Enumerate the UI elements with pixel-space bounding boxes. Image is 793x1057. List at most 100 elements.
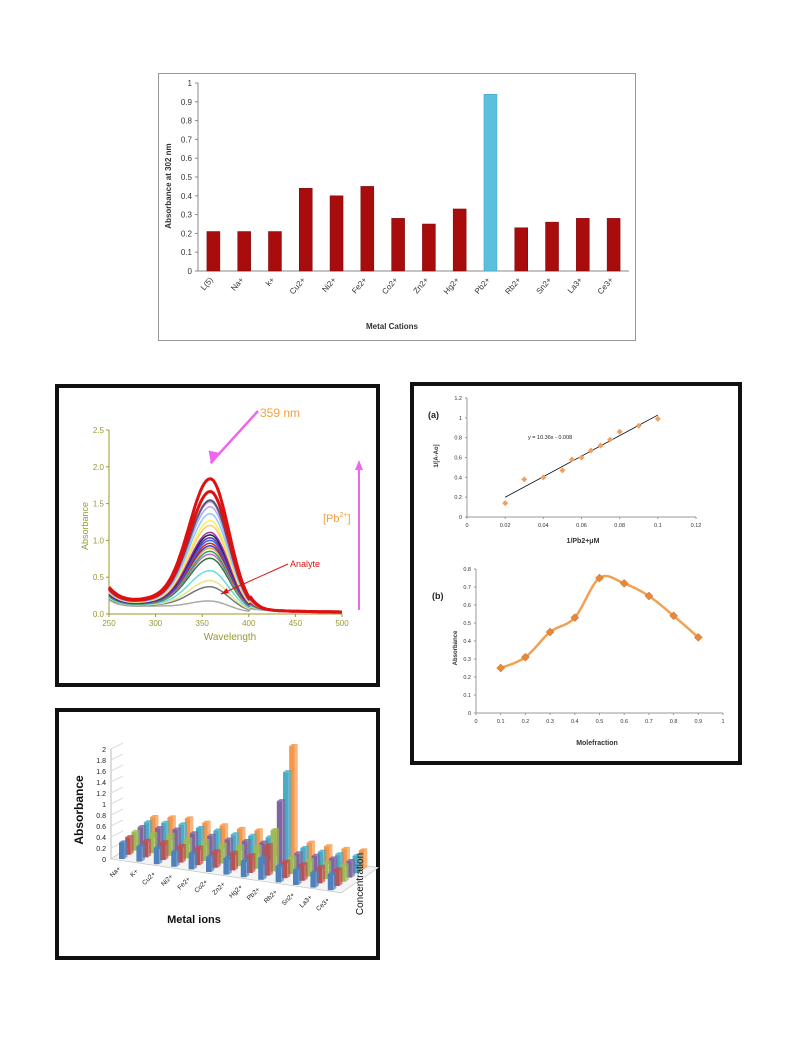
bar3d-x-tick-label: Cu2+ [141, 871, 157, 887]
bar3d-bar-top [281, 859, 291, 862]
bar-2 [268, 231, 282, 272]
bar3d-bar-s0-c9 [275, 863, 285, 883]
bar3d-bar-top [293, 867, 302, 870]
bar-10 [514, 227, 528, 272]
bar3d-bar-s0-c10 [293, 867, 302, 885]
bar3d-bar-front [327, 873, 334, 891]
bar3d-bar-front [188, 852, 195, 870]
job-point-6 [644, 591, 654, 601]
job-point-4 [595, 573, 604, 583]
bar3d-bar-front [131, 831, 137, 851]
bar3d-bar-front [237, 829, 243, 851]
bar3d-bar-top [219, 823, 229, 826]
bar3d-bar-top [358, 848, 368, 851]
bar3d-bar-top [148, 831, 158, 834]
bar3d-bar-top [289, 743, 298, 747]
bar3d-bar-top [264, 843, 273, 846]
bar-x-tick-label: Pb2+ [473, 275, 492, 296]
bar3d-bar-top [283, 770, 292, 773]
bar3d-bar-top [166, 832, 175, 835]
bar3d-bar-front [206, 856, 212, 872]
bar3d-x-tick-label: Ni2+ [160, 873, 175, 888]
bar3d-bar-front [306, 842, 313, 862]
binding-analysis-panel: 0 0.2 0.4 0.6 0.8 1 1.2 0 0.02 0.04 0.06 0.08 0.1 0.1… [410, 382, 742, 765]
bar3d-bar-top [194, 845, 204, 848]
bar3d-bar-s0-c0 [119, 840, 128, 859]
bar3d-x-tick-label: Fe2+ [176, 876, 192, 892]
bar3d-bar-side [304, 862, 308, 881]
bar3d-bar-top [207, 833, 216, 836]
bar-12 [576, 218, 590, 272]
bar-y-tick-label: 0.8 [181, 117, 193, 126]
job-point-2 [545, 627, 555, 637]
bar3d-y-tick-label: 2 [102, 747, 106, 754]
bar-1 [237, 231, 251, 272]
uv-vis-spectra-panel: 0.0 0.5 1.0 1.5 2.0 2.5 250 300 350 400 450 500 Abs… [55, 384, 380, 687]
bar3d-bar-front [317, 851, 324, 869]
job-x-tick-label: 0.8 [670, 719, 678, 725]
bar3d-bar-top [324, 844, 333, 847]
bar3d-bar-front [184, 818, 191, 844]
job-x-axis-label: Molefraction [576, 740, 618, 747]
bar3d-x-tick-label: Rb2+ [263, 889, 279, 905]
bar-x-tick-label: Sn2+ [535, 275, 554, 296]
bar-7 [422, 223, 436, 272]
bar3d-bar-front [219, 825, 226, 849]
bh-y-tick-label: 0 [459, 515, 462, 521]
bar3d-bar-top [172, 827, 181, 830]
bar3d-bar-front [172, 829, 178, 852]
bar3d-y-tick-label: 1 [102, 802, 106, 809]
bar3d-bar-front [305, 860, 311, 877]
job-point-0 [496, 663, 506, 673]
bh-x-tick-label: 0.02 [500, 523, 511, 529]
bar3d-bar-top [224, 837, 234, 840]
bar3d-bar-top [136, 844, 145, 847]
bar3d-bar-top [322, 860, 332, 863]
job-y-tick-label: 0.6 [463, 603, 471, 609]
bar-x-tick-label: Ni2+ [320, 275, 338, 294]
bar3d-bar-front [201, 841, 207, 861]
bar3d-bar-top [206, 854, 215, 857]
metal-ions-3d-chart: 0 0.2 0.4 0.6 0.8 1 1.2 1.4 1.6 1.8 2 Na+ K+ Cu2+ Ni2+… [72, 742, 380, 926]
bar3d-bar-front [247, 855, 253, 873]
bar3d-bar-top [335, 852, 344, 855]
bar3d-bar-front [177, 846, 183, 863]
bar3d-bar-side [351, 859, 355, 878]
bar3d-bar-top [270, 828, 280, 831]
bar3d-bar-top [275, 863, 285, 866]
bar3d-bar-s0-c7 [240, 858, 250, 878]
bar3d-bar-front [218, 844, 224, 864]
bar3d-bar-top [253, 844, 262, 847]
bar3d-gridline [110, 753, 124, 761]
bar3d-bar-front [334, 869, 340, 886]
job-x-tick-label: 0.1 [497, 719, 505, 725]
bar3d-bar-side [252, 853, 256, 873]
bar3d-bar-top [294, 851, 303, 854]
job-x-tick-label: 0.6 [620, 719, 628, 725]
bar3d-bar-front [259, 842, 265, 865]
bar3d-bar-top [327, 871, 337, 874]
bar3d-bar-s5-c12 [358, 848, 368, 870]
bar-chart-x-axis-label: Metal Cations [366, 322, 419, 331]
bar3d-bar-top [288, 855, 297, 858]
bar3d-bar-front [254, 830, 260, 854]
bh-point-5 [578, 454, 585, 461]
job-point-1 [521, 652, 530, 662]
bar-0 [206, 231, 221, 272]
job-x-tick-label: 0.7 [645, 719, 653, 725]
bar3d-bar-side [364, 848, 368, 870]
bar3d-bar-top [352, 853, 362, 856]
metal-ions-3d-panel: 0 0.2 0.4 0.6 0.8 1 1.2 1.4 1.6 1.8 2 Na+ K+ Cu2+ Ni2+… [55, 708, 380, 960]
spectra-y-tick-label: 1.0 [93, 536, 105, 545]
bar3d-bar-front [229, 852, 236, 871]
spectra-x-tick-label: 400 [242, 619, 256, 628]
bar3d-bar-front [136, 846, 142, 862]
bar3d-x-tick-label: Sn2+ [281, 891, 297, 907]
bh-point-11 [654, 415, 661, 422]
job-y-tick-label: 0.3 [463, 657, 471, 663]
bh-x-axis-label: 1/Pb2+μM [567, 538, 600, 545]
bar3d-bar-front [148, 833, 155, 854]
bh-point-9 [616, 428, 623, 435]
bar3d-bar-side [235, 850, 239, 871]
bar3d-bar-front [281, 861, 288, 879]
